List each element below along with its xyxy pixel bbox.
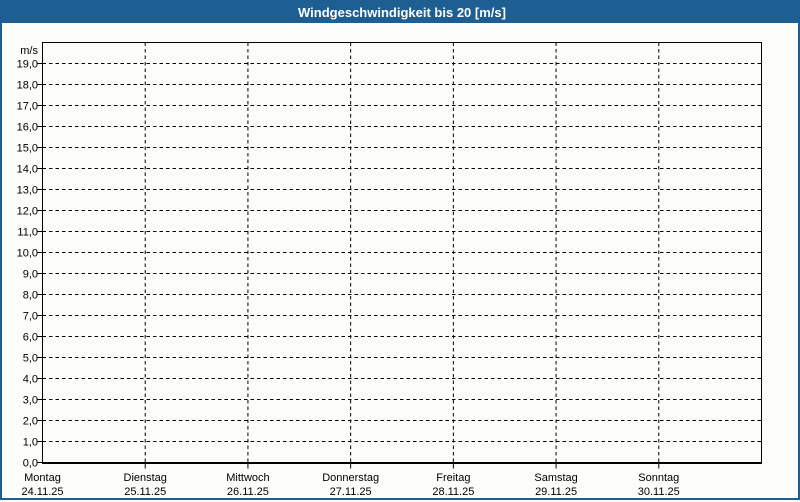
day-label: Mittwoch [226,472,269,484]
date-label: 28.11.25 [432,486,474,498]
chart-title-bar: Windgeschwindigkeit bis 20 [m/s] [2,2,800,23]
y-tick-label: 3,0 [23,395,38,407]
y-tick-label: 9,0 [23,269,38,281]
y-tick-label: 15,0 [17,143,38,155]
y-gridlines [42,63,762,442]
day-label: Montag [24,472,61,484]
y-tick-label: 1,0 [23,437,38,449]
y-tick-label: 10,0 [17,248,38,260]
x-axis-labels: Montag 24.11.25 Dienstag 25.11.25 Mittwoch 26… [21,472,679,498]
day-label: Sonntag [638,472,679,484]
day-label: Donnerstag [322,472,379,484]
day-label: Samstag [534,472,577,484]
y-tick-label: 14,0 [17,164,38,176]
date-label: 25.11.25 [124,486,166,498]
y-tick-label: 17,0 [17,101,38,113]
y-tick-label: 7,0 [23,311,38,323]
y-tick-label: 18,0 [17,80,38,92]
date-label: 30.11.25 [638,486,680,498]
y-tick-label: 19,0 [17,59,38,71]
y-axis-unit-label: m/s [20,45,38,57]
x-gridlines [144,42,660,463]
day-label: Freitag [436,472,470,484]
axis-ticks [37,63,660,469]
date-label: 24.11.25 [21,486,63,498]
y-tick-label: 16,0 [17,122,38,134]
y-tick-label: 12,0 [17,206,38,218]
date-label: 29.11.25 [535,486,577,498]
y-tick-label: 4,0 [23,374,38,386]
chart-title: Windgeschwindigkeit bis 20 [m/s] [298,5,506,20]
y-axis-labels: m/s 19,0 18,0 17,0 16,0 15,0 14,0 13,0 12,0 11,0 1… [17,45,39,470]
date-label: 27.11.25 [330,486,372,498]
y-tick-label: 0,0 [23,458,38,470]
y-tick-label: 5,0 [23,353,38,365]
date-label: 26.11.25 [227,486,269,498]
y-tick-label: 13,0 [17,185,38,197]
y-tick-label: 2,0 [23,416,38,428]
y-tick-label: 8,0 [23,290,38,302]
y-tick-label: 11,0 [17,227,38,239]
day-label: Dienstag [124,472,167,484]
y-tick-label: 6,0 [23,332,38,344]
